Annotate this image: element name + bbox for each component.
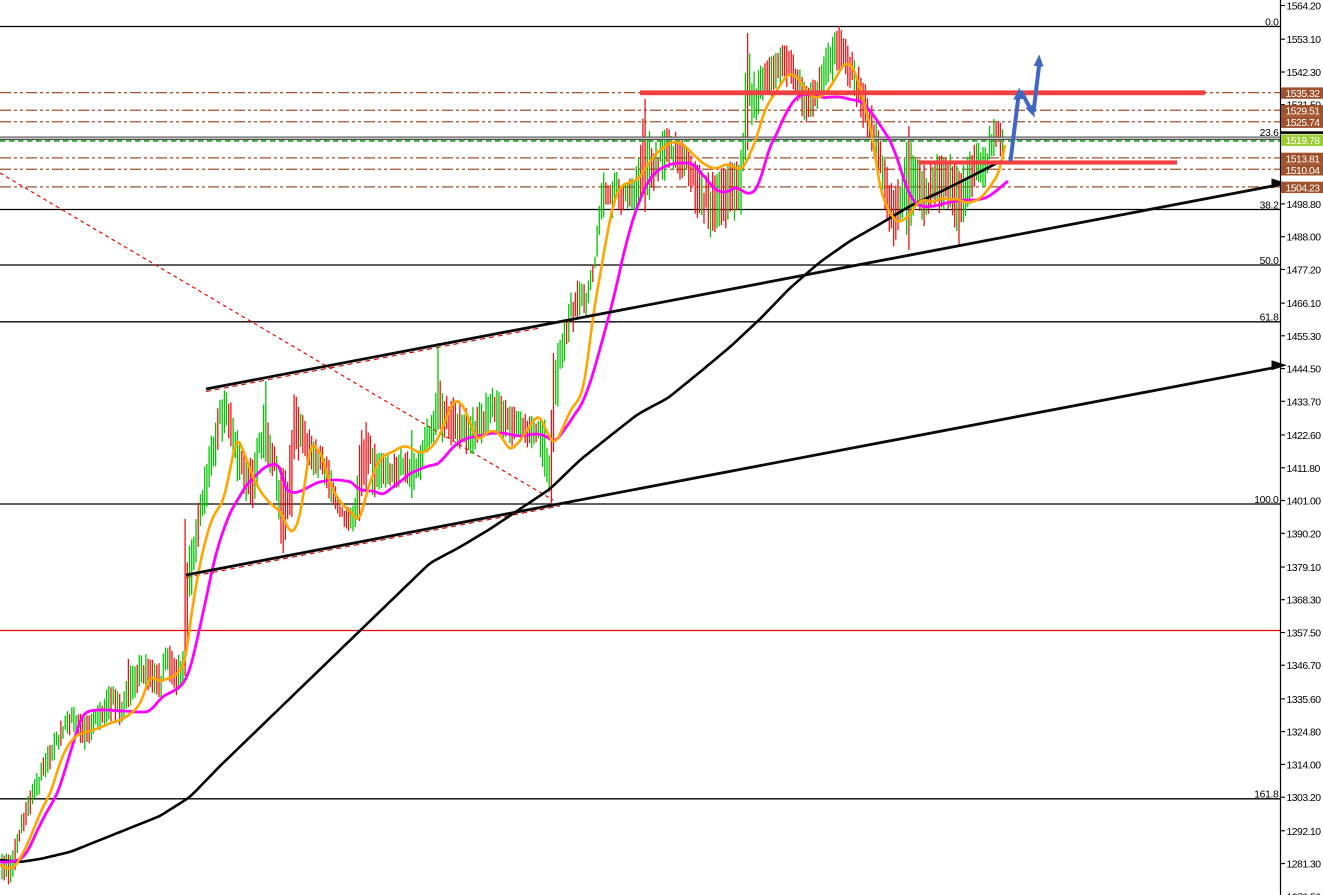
svg-text:1368.30: 1368.30 [1287, 596, 1322, 607]
svg-text:23.6: 23.6 [1260, 128, 1279, 139]
svg-text:1401.00: 1401.00 [1287, 497, 1322, 508]
svg-text:1510.04: 1510.04 [1286, 166, 1321, 177]
svg-text:1335.60: 1335.60 [1287, 695, 1322, 706]
svg-text:1455.30: 1455.30 [1287, 332, 1322, 343]
svg-text:1346.70: 1346.70 [1287, 661, 1322, 672]
svg-text:1324.80: 1324.80 [1287, 728, 1322, 739]
svg-text:1444.50: 1444.50 [1287, 365, 1322, 376]
svg-text:1303.20: 1303.20 [1287, 793, 1322, 804]
svg-text:1281.30: 1281.30 [1287, 860, 1322, 871]
svg-text:1390.20: 1390.20 [1287, 529, 1322, 540]
svg-text:1504.23: 1504.23 [1286, 183, 1321, 194]
svg-text:38.2: 38.2 [1260, 200, 1279, 211]
svg-text:1519.78: 1519.78 [1286, 136, 1321, 147]
svg-text:1498.80: 1498.80 [1287, 200, 1322, 211]
svg-text:100.0: 100.0 [1254, 495, 1279, 506]
svg-text:1513.81: 1513.81 [1286, 154, 1321, 165]
svg-text:1525.74: 1525.74 [1286, 118, 1321, 129]
svg-text:1411.80: 1411.80 [1287, 464, 1321, 475]
svg-text:1529.51: 1529.51 [1286, 107, 1321, 118]
svg-text:1477.20: 1477.20 [1287, 265, 1322, 276]
svg-text:1553.10: 1553.10 [1287, 35, 1322, 46]
svg-text:1270.50: 1270.50 [1287, 892, 1322, 895]
svg-text:50.0: 50.0 [1260, 256, 1279, 267]
svg-text:1379.10: 1379.10 [1287, 563, 1322, 574]
svg-text:1466.10: 1466.10 [1287, 299, 1322, 310]
svg-text:161.8: 161.8 [1254, 790, 1279, 801]
svg-text:1422.60: 1422.60 [1287, 431, 1322, 442]
svg-text:1433.70: 1433.70 [1287, 397, 1322, 408]
svg-text:0.0: 0.0 [1265, 17, 1279, 28]
svg-text:1292.10: 1292.10 [1287, 827, 1322, 838]
svg-text:1564.20: 1564.20 [1287, 2, 1322, 13]
svg-text:1357.50: 1357.50 [1287, 629, 1322, 640]
svg-text:61.8: 61.8 [1260, 313, 1279, 324]
svg-text:1535.32: 1535.32 [1286, 89, 1321, 100]
svg-text:1542.30: 1542.30 [1287, 68, 1322, 79]
svg-text:1314.00: 1314.00 [1287, 760, 1322, 771]
svg-text:1488.00: 1488.00 [1287, 233, 1322, 244]
